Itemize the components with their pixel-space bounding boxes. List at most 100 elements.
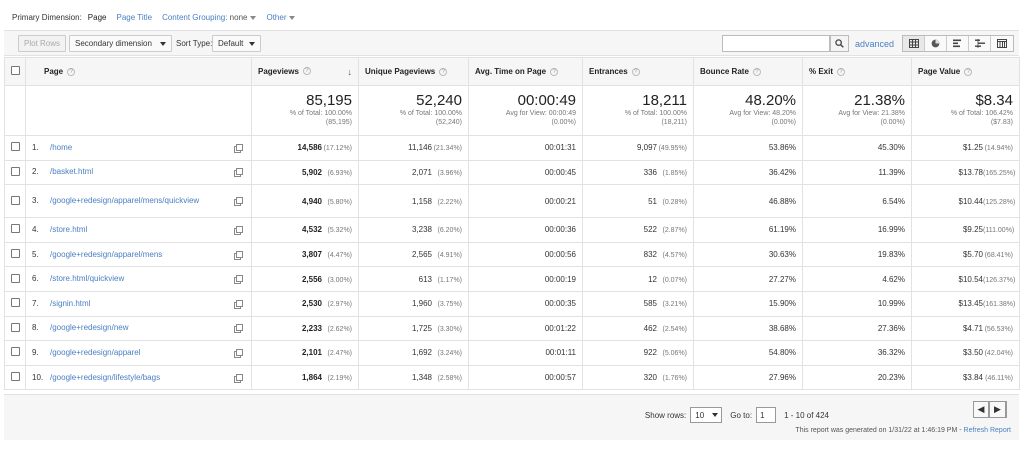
pie-view-button[interactable] (925, 36, 947, 51)
column-header-unique-pageviews[interactable]: Unique Pageviews? (358, 57, 469, 86)
advanced-filter-link[interactable]: advanced (855, 39, 895, 49)
open-page-icon[interactable] (234, 348, 243, 358)
secondary-dimension-dropdown[interactable]: Secondary dimension (69, 35, 172, 52)
row-page-link[interactable]: /google+redesign/apparel (50, 347, 141, 357)
next-page-button[interactable]: ▶ (990, 402, 1006, 417)
open-page-icon[interactable] (234, 373, 243, 383)
pager-buttons: ◀ ▶ (973, 401, 1007, 418)
row-entrances: 585 (3.21%) (582, 290, 694, 317)
column-header-avg-time[interactable]: Avg. Time on Page? (468, 57, 583, 86)
row-checkbox[interactable] (11, 224, 20, 234)
row-checkbox[interactable] (11, 249, 20, 259)
row-page-link[interactable]: /google+redesign/apparel/mens (50, 249, 163, 259)
total-sub: (85,195) (325, 119, 352, 126)
help-icon[interactable]: ? (752, 67, 761, 76)
search-input[interactable] (722, 35, 830, 52)
row-bounce-rate: 53.86% (693, 135, 803, 161)
row-page-link[interactable]: /home (50, 142, 73, 152)
help-icon[interactable]: ? (631, 67, 640, 76)
refresh-report-link[interactable]: Refresh Report (963, 427, 1011, 434)
open-page-icon[interactable] (234, 168, 243, 178)
column-header-page-value[interactable]: Page Value? (911, 57, 1020, 86)
row-page-value-value: $1.25 (962, 143, 983, 153)
sort-descending-icon: ↓ (347, 66, 353, 77)
row-checkbox[interactable] (11, 273, 20, 283)
row-unique-pageviews: 1,960 (3.75%) (358, 290, 469, 317)
row-unique-pageviews: 11,146 (21.34%) (358, 135, 469, 161)
column-header-bounce-rate-label: Bounce Rate (700, 67, 749, 76)
help-icon[interactable]: ? (67, 67, 76, 76)
generated-text: This report was generated on 1/31/22 at … (795, 427, 962, 434)
pivot-view-button[interactable] (991, 36, 1013, 51)
row-page-link[interactable]: /google+redesign/apparel/mens/quickview (50, 196, 200, 206)
row-select-cell (4, 184, 26, 219)
row-page-link[interactable]: /basket.html (50, 167, 94, 177)
row-page-link[interactable]: /google+redesign/new (50, 323, 129, 333)
row-checkbox[interactable] (11, 166, 20, 176)
row-page-link[interactable]: /google+redesign/lifestyle/bags (50, 372, 161, 382)
row-page-link[interactable]: /store.html (50, 224, 88, 234)
row-checkbox[interactable] (11, 372, 20, 382)
row-checkbox[interactable] (11, 195, 20, 205)
bar-chart-icon (952, 39, 961, 48)
row-page-link[interactable]: /signin.html (50, 298, 91, 308)
content-grouping-dropdown[interactable]: Content Grouping: none (162, 13, 257, 22)
total-value: $8.34 (975, 92, 1013, 109)
row-unique-pageviews-pct: (3.30%) (437, 325, 462, 333)
row-pageviews-pct: (6.93%) (327, 169, 352, 177)
total-sub: % of Total: 106.42% (950, 110, 1013, 117)
goto-input[interactable]: 1 (756, 407, 777, 423)
column-header-page-value-label: Page Value (918, 67, 961, 76)
search-button[interactable] (830, 35, 849, 52)
other-dropdown[interactable]: Other (266, 13, 296, 22)
open-page-icon[interactable] (234, 197, 243, 207)
row-entrances-value: 462 (643, 323, 657, 333)
open-page-icon[interactable] (234, 143, 243, 153)
help-icon[interactable]: ? (837, 67, 846, 76)
help-icon[interactable]: ? (302, 67, 311, 76)
row-checkbox[interactable] (11, 298, 20, 308)
row-select-cell (4, 159, 26, 186)
row-exit-value: 16.99% (877, 225, 905, 235)
primary-dimension-page[interactable]: Page (87, 13, 107, 22)
help-icon[interactable]: ? (439, 67, 448, 76)
select-all-checkbox[interactable] (11, 66, 20, 75)
column-header-entrances[interactable]: Entrances? (582, 57, 694, 86)
help-icon[interactable]: ? (964, 67, 973, 76)
total-value: 00:00:49 (517, 92, 576, 109)
column-header-page[interactable]: Page? (25, 57, 252, 86)
row-checkbox[interactable] (11, 322, 20, 332)
comparison-view-button[interactable] (969, 36, 991, 51)
total-avg-time: 00:00:49 Avg for View: 00:00:49 (0.00%) (468, 85, 583, 136)
show-rows-select[interactable]: 10 (690, 407, 723, 423)
plot-rows-button[interactable]: Plot Rows (18, 35, 67, 52)
row-page-cell: 5. /google+redesign/apparel/mens (25, 241, 252, 268)
column-header-entrances-label: Entrances (589, 67, 628, 76)
open-page-icon[interactable] (234, 225, 243, 235)
open-page-icon[interactable] (234, 275, 243, 285)
performance-view-button[interactable] (947, 36, 969, 51)
row-checkbox[interactable] (11, 142, 20, 152)
column-header-exit[interactable]: % Exit? (802, 57, 912, 86)
row-avg-time: 00:00:56 (468, 241, 583, 268)
row-exit: 11.39% (802, 159, 912, 186)
previous-page-button[interactable]: ◀ (974, 402, 990, 417)
column-header-page-label: Page (44, 67, 64, 76)
table-view-button[interactable] (903, 36, 925, 51)
total-sub: % of Total: 100.00% (289, 110, 352, 117)
column-header-pageviews[interactable]: Pageviews? ↓ (251, 57, 359, 86)
sort-type-dropdown[interactable]: Default (212, 35, 261, 52)
row-unique-pageviews-pct: (3.75%) (437, 301, 462, 309)
row-page-value: $13.78(165.25%) (911, 159, 1020, 186)
primary-dimension-page-title[interactable]: Page Title (116, 13, 153, 22)
open-page-icon[interactable] (234, 324, 243, 334)
search-icon (835, 39, 844, 48)
row-avg-time: 00:00:36 (468, 217, 583, 243)
row-checkbox[interactable] (11, 347, 20, 357)
help-icon[interactable]: ? (550, 67, 559, 76)
open-page-icon[interactable] (234, 299, 243, 309)
row-page-value: $5.70 (68.41%) (911, 241, 1020, 268)
column-header-bounce-rate[interactable]: Bounce Rate? (693, 57, 803, 86)
row-page-link[interactable]: /store.html/quickview (50, 274, 125, 284)
open-page-icon[interactable] (234, 250, 243, 260)
